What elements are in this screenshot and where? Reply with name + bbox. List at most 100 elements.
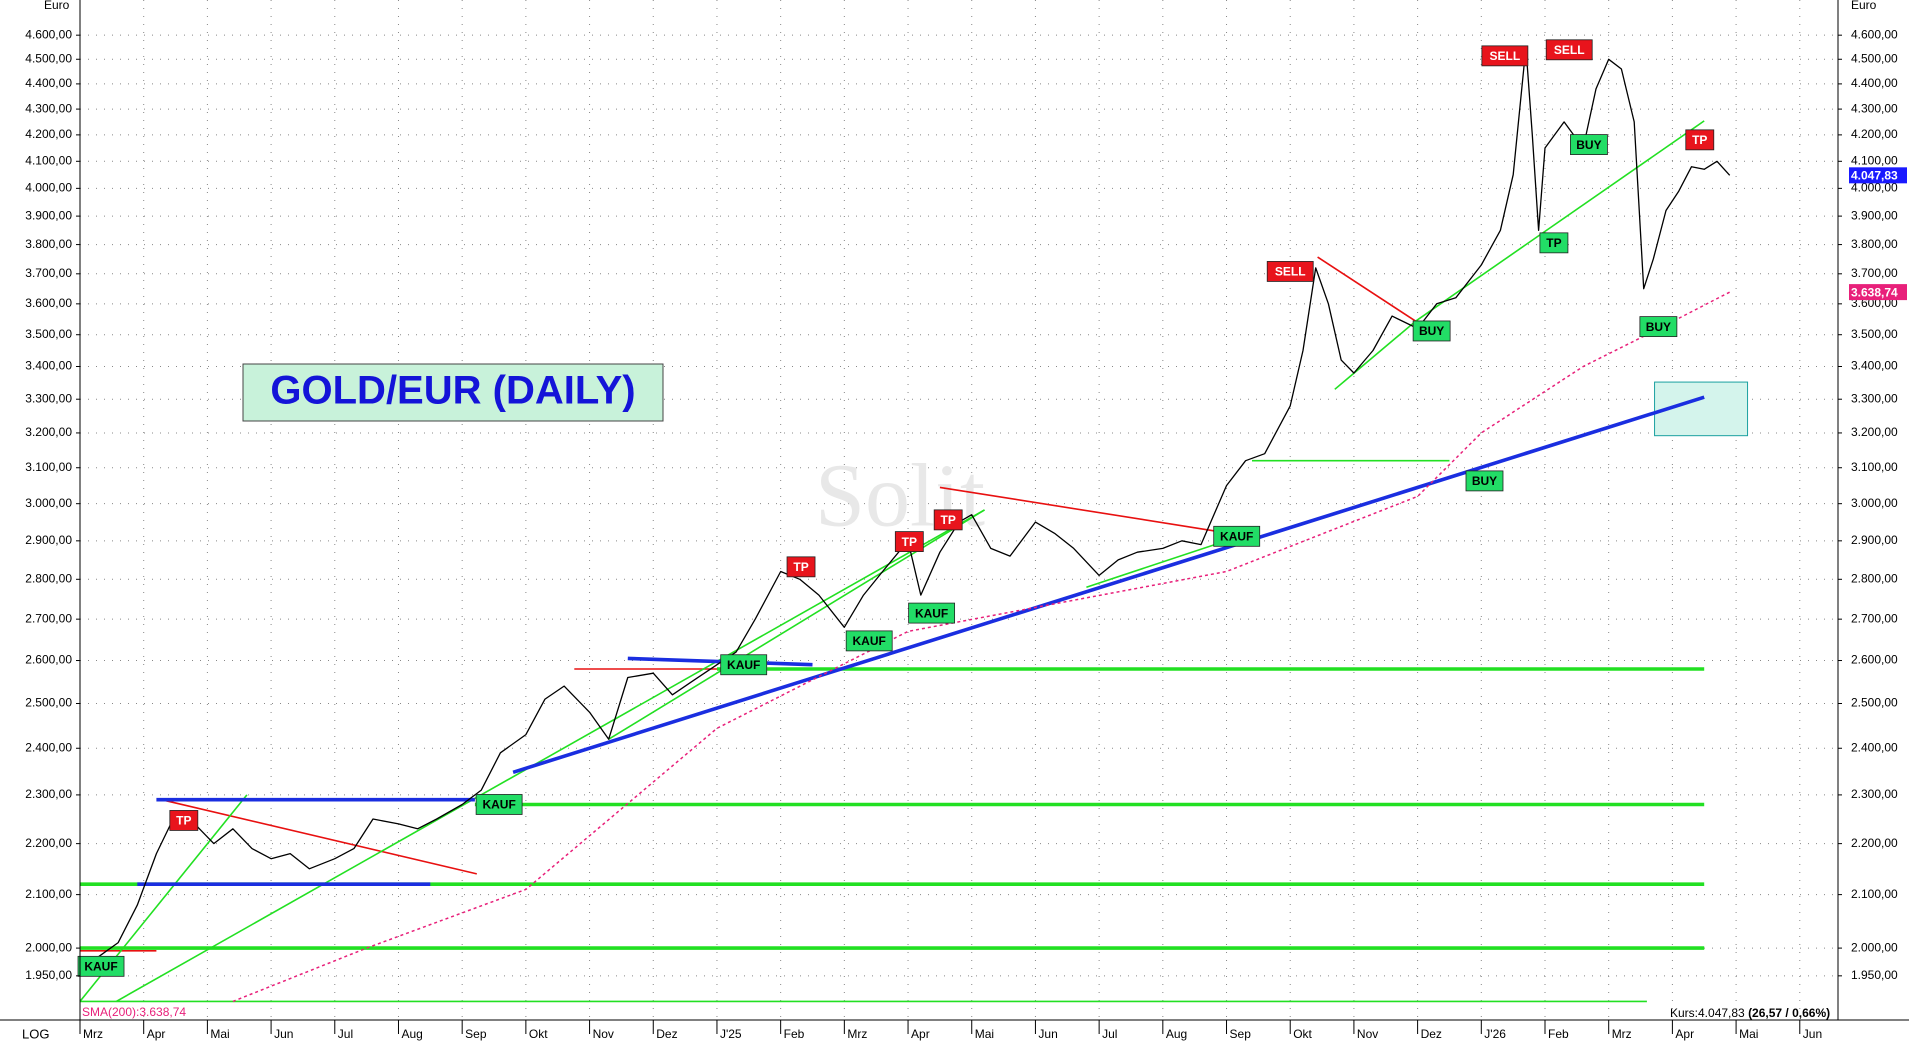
trend-line [161,798,477,875]
y-tick-label: 3.400,00 [25,359,72,373]
y-tick-label-right: 1.950,00 [1851,968,1898,982]
signal-box [1685,129,1715,151]
x-tick-label: J'25 [720,1027,742,1041]
price [79,46,1731,971]
x-tick-label: Apr [1675,1027,1694,1041]
y-tick-label: 4.400,00 [25,76,72,90]
y-tick-label: 4.000,00 [25,181,72,195]
signal-label: KAUF [482,798,515,812]
support-line [627,656,813,667]
signal-box [169,810,199,831]
signal-box [908,602,956,624]
quote-label: Kurs:4.047,83 [1670,1006,1745,1020]
signal-box [1481,45,1529,67]
y-tick-label-right: 4.600,00 [1851,27,1898,41]
title-box [242,363,664,422]
x-tick-label: Jul [1102,1027,1117,1041]
x-tick-label: Aug [401,1027,422,1041]
x-tick-label: J'26 [1484,1027,1506,1041]
signal-box [1412,320,1451,342]
x-tick-label: Jun [1038,1027,1057,1041]
signal-box [933,509,963,531]
x-tick-label: Mai [210,1027,229,1041]
x-tick-label: Okt [1293,1027,1312,1041]
x-tick-label: Okt [529,1027,548,1041]
y-tick-label: 3.200,00 [25,425,72,439]
x-tick-label: Mai [1739,1027,1758,1041]
signal-label: TP [940,513,955,527]
signal-label: BUY [1576,138,1601,152]
x-tick-label: Dez [656,1027,677,1041]
price-line [79,46,1731,971]
signal-box [720,654,768,676]
x-tick-label: Sep [1230,1027,1252,1041]
signals: KAUF TP KAUF KAUF TP KAUF TP KAUF TP KAUF SELL BUY B… [77,39,1715,977]
y-tick-label: 2.000,00 [25,940,72,954]
y-tick-label-right: 3.300,00 [1851,391,1898,405]
signal-label: TP [902,535,917,549]
y-tick-label-right: 2.200,00 [1851,836,1898,850]
x-tick-label: Sep [465,1027,487,1041]
trend-line [115,509,985,1003]
x-tick-label: Jun [274,1027,293,1041]
y-tick-label-right: 2.800,00 [1851,571,1898,585]
signal-box [1570,134,1608,155]
x-tick-label: Feb [784,1027,805,1041]
quote-change: (26,57 / 0,66%) [1748,1006,1830,1020]
y-tick-label: 1.950,00 [25,968,72,982]
y-tick-label-right: 3.700,00 [1851,266,1898,280]
x-tick-label: Jun [1803,1027,1822,1041]
x-tick-label: Aug [1166,1027,1187,1041]
trend-line [939,486,1218,533]
x-tick-label: Mai [975,1027,994,1041]
trend-line [1334,320,1417,390]
y-tick-label-right: 2.500,00 [1851,696,1898,710]
y-tick-label: 2.500,00 [25,696,72,710]
y-tick-label: 3.000,00 [25,496,72,510]
signal-box [1213,525,1261,547]
signal-box [1539,232,1569,254]
support-line [512,395,1705,775]
signal-label: TP [176,814,191,828]
y-tick-label-right: 2.100,00 [1851,887,1898,901]
y-tick-label: 3.800,00 [25,237,72,251]
y-tick-label: 4.200,00 [25,127,72,141]
y-unit: Euro [44,0,70,12]
y-tick-label-right: 3.800,00 [1851,237,1898,251]
y-tick-label: 3.300,00 [25,391,72,405]
chart-title: GOLD/EUR (DAILY) [270,369,635,413]
signal-box [894,531,924,552]
signal-box [1639,316,1678,338]
last-price-label-box [1849,167,1907,184]
y-tick-label: 3.500,00 [25,327,72,341]
signal-box [475,794,523,815]
y-tick-label-right: 3.900,00 [1851,208,1898,222]
sma-label: SMA(200):3.638,74 [82,1005,186,1019]
lines [79,120,1731,1003]
x-tick-label: Mrz [83,1027,103,1041]
last-price-label: 4.047,83 [1851,169,1898,183]
y-tick-label: 4.300,00 [25,101,72,115]
y-tick-label-right: 2.900,00 [1851,533,1898,547]
y-unit-right: Euro [1851,0,1877,12]
x-tick-label: Dez [1421,1027,1442,1041]
y-tick-label: 2.200,00 [25,836,72,850]
trend-line [1317,256,1417,323]
signal-box [1266,261,1314,282]
signal-box [77,955,125,977]
y-tick-label: 3.900,00 [25,208,72,222]
sma-last-label-box [1849,284,1907,301]
signal-label: BUY [1646,320,1671,334]
signal-label: BUY [1472,474,1497,488]
x-tick-label: Mrz [1612,1027,1632,1041]
x-tick-label: Feb [1548,1027,1569,1041]
y-tick-label-right: 3.000,00 [1851,496,1898,510]
x-tick-label: Nov [1357,1027,1378,1041]
signal-label: SELL [1554,43,1585,57]
signal-label: KAUF [84,959,117,973]
y-tick-label: 2.900,00 [25,533,72,547]
signal-label: SELL [1275,265,1306,279]
y-tick-label: 2.400,00 [25,740,72,754]
